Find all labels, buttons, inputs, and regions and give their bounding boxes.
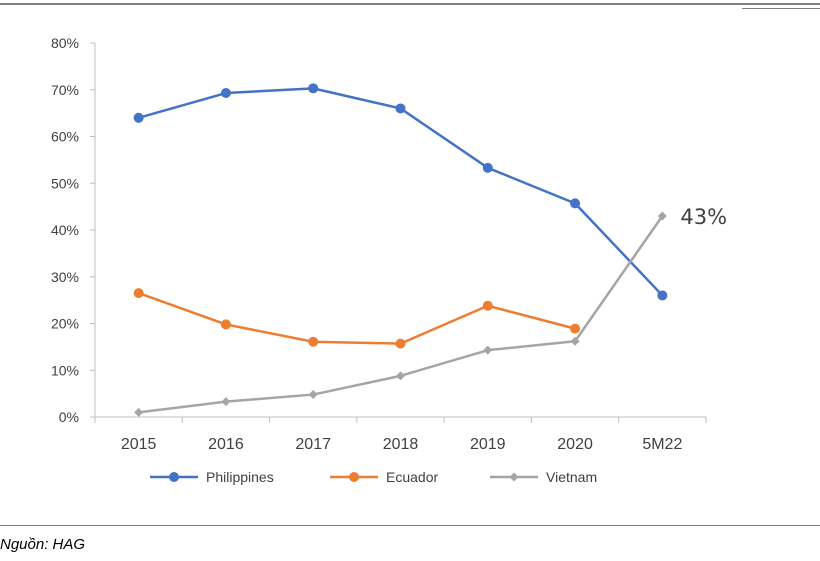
x-tick-label: 2015 <box>121 436 157 453</box>
y-tick-label: 50% <box>51 175 79 191</box>
y-tick-label: 80% <box>51 35 79 51</box>
ecuador-series-line <box>138 291 576 345</box>
ecuador-data-point <box>482 300 493 311</box>
vietnam-data-point <box>308 390 318 400</box>
data-label-annotation: 43% <box>680 205 727 229</box>
vietnam-data-point <box>396 371 405 381</box>
x-tick-label: 2018 <box>383 436 419 453</box>
ecuador-data-point <box>308 336 319 347</box>
y-tick-label: 30% <box>51 269 79 285</box>
source-note: Nguồn: HAG <box>0 536 86 553</box>
x-tick-label: 2017 <box>295 436 331 453</box>
x-tick-label: 2019 <box>470 436 506 453</box>
bottom-border-line <box>0 525 820 526</box>
ecuador-data-point <box>570 323 581 334</box>
philippines-data-point <box>395 103 406 114</box>
y-tick-label: 60% <box>51 129 79 145</box>
vietnam-data-point <box>221 397 231 407</box>
vietnam-series-line <box>138 215 664 414</box>
philippines-series-line <box>138 87 664 297</box>
vietnam-data-point <box>570 336 580 346</box>
vietnam-data-point <box>657 211 667 221</box>
top-border-line <box>0 3 820 5</box>
ecuador-data-point <box>133 288 144 299</box>
ecuador-data-point <box>220 319 231 330</box>
x-tick-label: 2020 <box>557 436 593 453</box>
legend-ecuador-label: Ecuador <box>386 469 438 485</box>
legend-philippines-marker <box>169 472 179 482</box>
y-tick-label: 0% <box>59 409 79 425</box>
philippines-data-point <box>482 162 493 173</box>
philippines-data-point <box>133 112 144 123</box>
legend-philippines-label: Philippines <box>206 469 274 485</box>
philippines-data-point <box>308 83 319 94</box>
legend-ecuador-marker <box>349 472 359 482</box>
legend-vietnam-label: Vietnam <box>546 469 597 485</box>
line-chart: 0% 10% 20% 30% 40% 50% 60% 70% 80% 2015 2016 2017 20… <box>51 35 727 485</box>
x-tick-label: 5M22 <box>642 436 682 453</box>
y-tick-label: 10% <box>51 362 79 378</box>
y-tick-label: 40% <box>51 222 79 238</box>
ecuador-data-point <box>395 338 406 349</box>
y-tick-label: 20% <box>51 316 79 332</box>
top-border-line-right <box>742 8 820 9</box>
y-tick-label: 70% <box>51 82 79 98</box>
vietnam-data-point <box>134 407 144 417</box>
vietnam-data-point <box>483 345 493 355</box>
legend-vietnam-marker <box>509 472 519 482</box>
x-tick-label: 2016 <box>208 436 244 453</box>
philippines-data-point <box>657 290 668 301</box>
philippines-data-point <box>570 198 581 209</box>
philippines-data-point <box>220 88 231 99</box>
